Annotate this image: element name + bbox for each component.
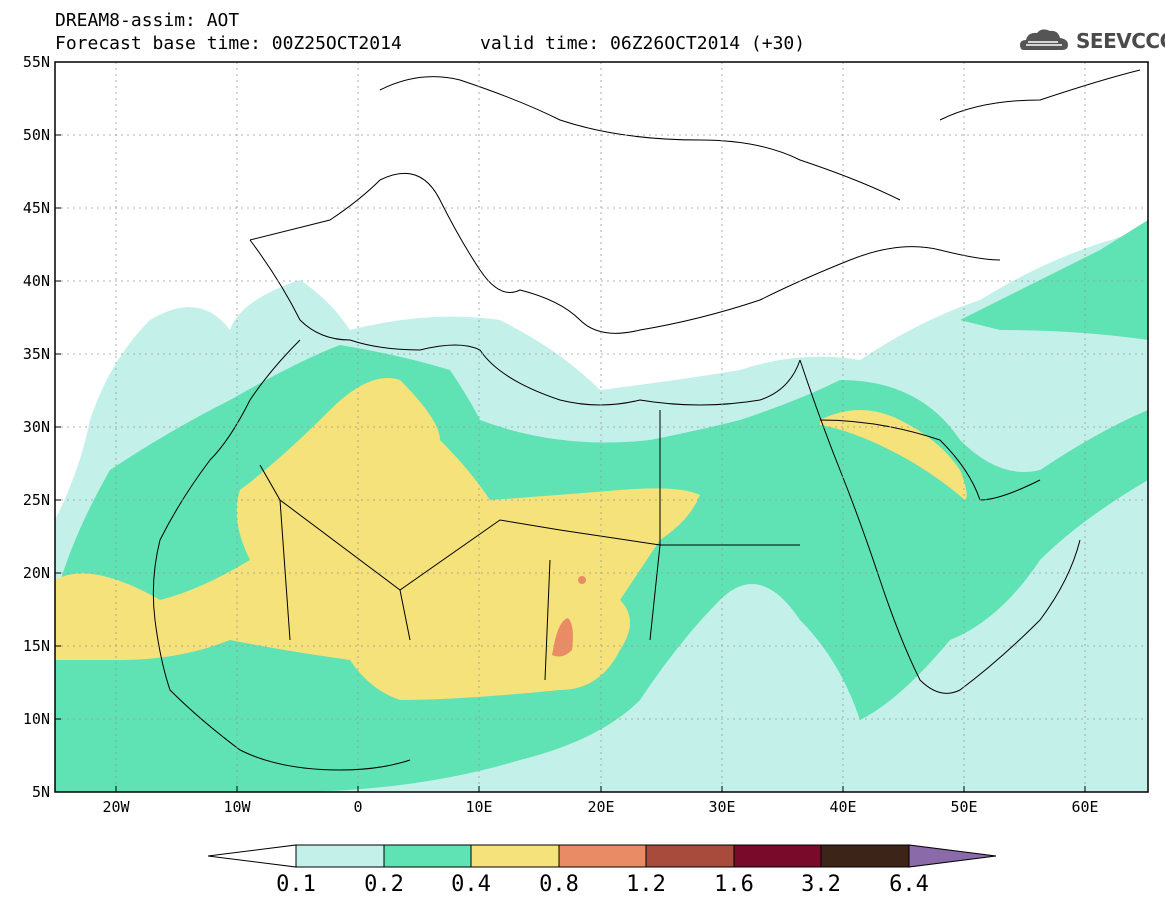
lat-label: 5N bbox=[32, 783, 50, 801]
colorbar-label: 0.1 bbox=[276, 872, 316, 897]
aot-fields bbox=[55, 220, 1148, 792]
colorbar-label: 0.4 bbox=[451, 872, 491, 897]
colorbar-bin bbox=[383, 844, 472, 868]
colorbar-over bbox=[908, 844, 997, 868]
lat-label: 35N bbox=[23, 345, 50, 363]
lon-label: 20W bbox=[102, 798, 130, 816]
lat-label: 25N bbox=[23, 491, 50, 509]
lat-label: 10N bbox=[23, 710, 50, 728]
lon-label: 50E bbox=[950, 798, 977, 816]
lat-label: 15N bbox=[23, 637, 50, 655]
lon-label: 20E bbox=[587, 798, 614, 816]
lat-label: 20N bbox=[23, 564, 50, 582]
aot-field-0.4 bbox=[55, 378, 700, 700]
gridlines bbox=[55, 62, 1148, 792]
colorbar-bin bbox=[820, 844, 910, 868]
aot-field-0.4-gulf bbox=[820, 410, 967, 500]
lat-label: 30N bbox=[23, 418, 50, 436]
colorbar-bin bbox=[733, 844, 822, 868]
lat-label: 40N bbox=[23, 272, 50, 290]
lat-label: 55N bbox=[23, 53, 50, 71]
aot-field-0.8-spot bbox=[578, 576, 586, 584]
map-title: DREAM8-assim: AOT bbox=[55, 10, 240, 31]
tick-marks bbox=[55, 61, 1086, 793]
lon-label: 10W bbox=[223, 798, 251, 816]
colorbar bbox=[207, 844, 997, 868]
colorbar-label: 0.2 bbox=[364, 872, 404, 897]
colorbar-bin bbox=[295, 844, 385, 868]
lon-label: 60E bbox=[1071, 798, 1098, 816]
lat-label: 50N bbox=[23, 126, 50, 144]
forecast-base-time: Forecast base time: 00Z25OCT2014 bbox=[55, 33, 402, 54]
colorbar-label: 3.2 bbox=[801, 872, 841, 897]
colorbar-under bbox=[207, 844, 297, 868]
lon-label: 10E bbox=[465, 798, 492, 816]
lon-label: 0 bbox=[353, 798, 362, 816]
colorbar-label: 6.4 bbox=[889, 872, 929, 897]
colorbar-bin bbox=[470, 844, 560, 868]
lon-label: 40E bbox=[829, 798, 856, 816]
colorbar-bin bbox=[558, 844, 647, 868]
aot-field-0.2-north bbox=[960, 220, 1148, 340]
aot-field-0.8 bbox=[552, 618, 573, 657]
lat-label: 45N bbox=[23, 199, 50, 217]
lat-axis: 55N 50N 45N 40N 35N 30N 25N 20N 15N 10N … bbox=[23, 53, 50, 801]
lon-label: 30E bbox=[708, 798, 735, 816]
colorbar-label: 1.6 bbox=[714, 872, 754, 897]
logo-text: SEEVCCC bbox=[1076, 29, 1165, 53]
colorbar-label: 1.2 bbox=[626, 872, 666, 897]
valid-time: valid time: 06Z26OCT2014 (+30) bbox=[480, 33, 806, 54]
colorbar-label: 0.8 bbox=[539, 872, 579, 897]
colorbar-bin bbox=[645, 844, 735, 868]
cloud-icon bbox=[1020, 29, 1068, 50]
coastlines bbox=[152, 69, 1141, 771]
lon-axis: 20W 10W 0 10E 20E 30E 40E 50E 60E bbox=[102, 798, 1098, 816]
